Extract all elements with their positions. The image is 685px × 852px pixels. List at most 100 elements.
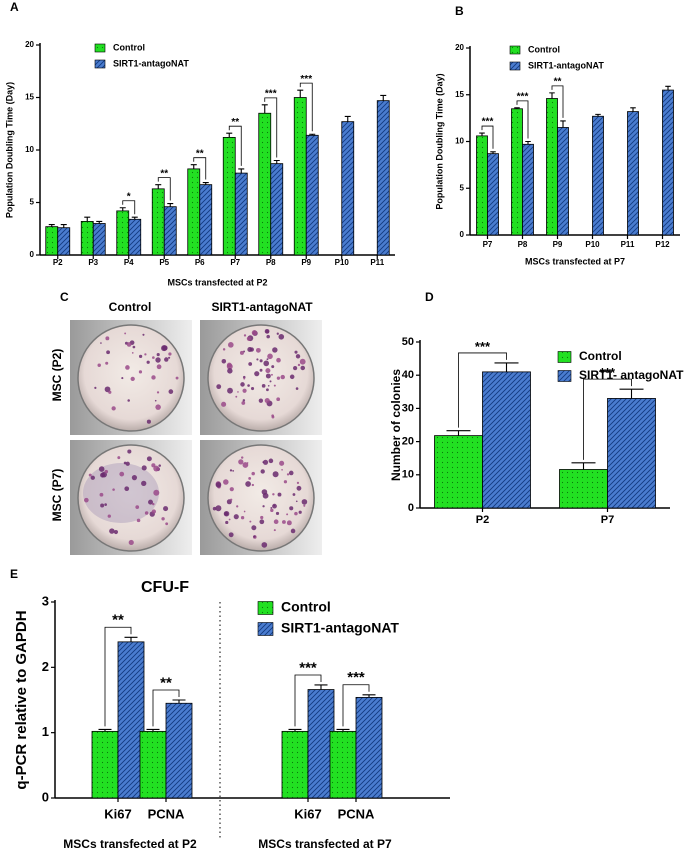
column-header: Control xyxy=(109,300,152,314)
colony-spot xyxy=(279,460,285,466)
colony-spot xyxy=(261,542,268,548)
bar xyxy=(482,371,531,509)
x-tick-label: P7 xyxy=(230,258,240,267)
colony-spot xyxy=(156,353,160,357)
colony-spot xyxy=(155,357,161,363)
y-tick-label: 15 xyxy=(455,90,464,99)
significance-bracket xyxy=(583,378,632,460)
colony-spot xyxy=(243,510,246,513)
colony-spot xyxy=(121,377,124,380)
bar xyxy=(128,218,142,256)
colony-spot xyxy=(251,483,255,487)
colony-spot xyxy=(221,358,227,364)
colony-spot xyxy=(273,529,276,532)
error-bar xyxy=(362,694,376,698)
error-bar xyxy=(309,133,316,136)
bar xyxy=(270,163,284,256)
significance-bracket xyxy=(264,97,278,158)
colony-spot xyxy=(104,386,111,393)
colony-spot xyxy=(250,386,255,391)
colony-spot xyxy=(270,508,274,513)
legend-swatch xyxy=(509,61,521,71)
colony-spot xyxy=(141,480,147,487)
error-bar xyxy=(549,92,555,99)
significance-bracket xyxy=(481,125,494,149)
error-bar xyxy=(202,182,209,185)
colony-spot xyxy=(299,358,306,365)
colony-spot xyxy=(289,374,295,380)
error-bar xyxy=(96,220,103,224)
colony-spot xyxy=(236,505,239,508)
colony-spot xyxy=(282,520,286,524)
y-tick-label: 5 xyxy=(460,183,465,192)
error-bar xyxy=(380,94,387,101)
legend-label: SIRT1-antagoNAT xyxy=(113,58,189,68)
colony-spot xyxy=(240,516,245,520)
colony-spot xyxy=(273,519,279,525)
bar xyxy=(151,188,165,256)
bar xyxy=(355,696,383,799)
colony-spot xyxy=(106,350,110,355)
error-bar xyxy=(119,207,126,211)
colony-spot xyxy=(303,504,306,507)
colony-spot xyxy=(296,485,302,491)
significance-bracket xyxy=(228,125,242,166)
error-bar xyxy=(167,203,174,207)
y-tick-label: 10 xyxy=(402,469,414,481)
colony-spot xyxy=(108,390,112,394)
colony-spot xyxy=(175,376,179,380)
colony-spot xyxy=(243,334,247,337)
colony-spot xyxy=(124,486,130,492)
colony-spot xyxy=(153,465,160,472)
colony-spot xyxy=(251,471,255,476)
colony-spot xyxy=(259,519,265,525)
colony-spot xyxy=(109,528,115,534)
error-bar xyxy=(665,85,671,91)
colony-spot xyxy=(286,513,289,516)
colony-spot xyxy=(288,470,294,476)
significance-label: ** xyxy=(160,168,168,179)
colony-spot xyxy=(262,459,269,465)
bar xyxy=(80,220,94,256)
significance-bracket xyxy=(193,157,207,180)
colony-spot xyxy=(90,475,95,480)
column-header: SIRT1-antagoNAT xyxy=(211,300,313,314)
colony-spot xyxy=(272,347,278,353)
error-bar xyxy=(571,462,596,470)
row-label: MSC (P2) xyxy=(50,349,64,402)
significance-label: *** xyxy=(475,339,491,354)
colony-spot xyxy=(276,376,281,380)
colony-spot xyxy=(88,473,92,477)
x-tick-label: P8 xyxy=(266,258,276,267)
colony-spot xyxy=(233,514,239,520)
bar xyxy=(329,730,357,799)
colony-spot xyxy=(241,456,244,459)
colony-spot xyxy=(245,481,251,487)
petri-dish xyxy=(207,444,315,552)
colony-spot xyxy=(247,384,250,387)
colony-spot xyxy=(119,471,125,477)
colony-spot xyxy=(248,477,252,480)
chart-title: CFU-F xyxy=(141,579,189,596)
legend-label: SIRT1-antagoNAT xyxy=(281,620,399,636)
significance-label: *** xyxy=(517,91,529,102)
panel-letter: C xyxy=(60,290,69,304)
colony-spot xyxy=(246,336,252,341)
bar xyxy=(165,702,193,799)
x-tick-label: P2 xyxy=(53,258,63,267)
colony-spot xyxy=(251,525,257,531)
colony-spot xyxy=(267,384,270,387)
colony-spot xyxy=(301,499,308,505)
y-tick-label: 0 xyxy=(408,502,414,514)
colony-spot xyxy=(265,368,271,374)
panel-letter: E xyxy=(10,567,18,581)
colony-spot xyxy=(215,505,222,512)
colony-spot xyxy=(168,356,171,359)
colony-spot xyxy=(168,352,172,356)
legend-swatch xyxy=(509,45,521,55)
colony-spot xyxy=(249,347,254,352)
colony-spot xyxy=(262,492,269,499)
colony-spot xyxy=(146,360,150,364)
y-axis-label: Number of colonies xyxy=(389,369,403,481)
colony-spot xyxy=(249,520,252,523)
